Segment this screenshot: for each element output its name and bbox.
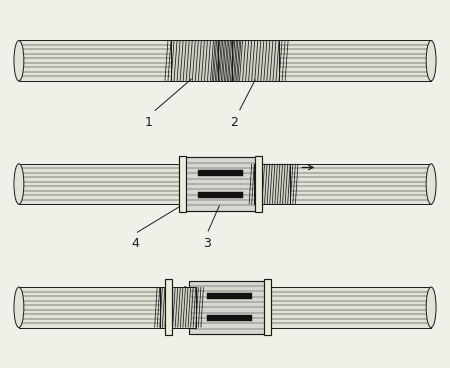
Bar bbox=[171, 40, 232, 81]
Bar bbox=[270, 287, 431, 328]
Text: 1: 1 bbox=[144, 116, 153, 129]
Bar bbox=[19, 164, 180, 204]
Text: 3: 3 bbox=[203, 237, 211, 250]
Bar bbox=[254, 164, 290, 204]
Bar bbox=[255, 156, 262, 212]
Bar bbox=[19, 287, 160, 328]
Ellipse shape bbox=[426, 287, 436, 328]
Bar bbox=[180, 158, 261, 210]
Bar bbox=[254, 164, 290, 204]
Ellipse shape bbox=[426, 164, 436, 204]
Bar bbox=[279, 40, 431, 81]
Bar bbox=[165, 279, 172, 335]
Bar bbox=[207, 315, 252, 321]
Bar bbox=[264, 279, 271, 335]
Bar bbox=[19, 40, 171, 81]
Text: 2: 2 bbox=[230, 116, 238, 129]
Bar bbox=[179, 156, 186, 212]
Bar bbox=[198, 192, 243, 198]
Bar bbox=[198, 170, 243, 176]
Text: 4: 4 bbox=[131, 237, 139, 250]
Ellipse shape bbox=[426, 40, 436, 81]
Bar bbox=[218, 40, 279, 81]
Bar bbox=[218, 40, 279, 81]
Bar bbox=[207, 293, 252, 299]
Ellipse shape bbox=[14, 287, 24, 328]
Bar bbox=[171, 40, 232, 81]
Ellipse shape bbox=[14, 164, 24, 204]
Ellipse shape bbox=[14, 40, 24, 81]
Bar bbox=[160, 287, 196, 328]
Bar bbox=[160, 287, 196, 328]
Bar bbox=[189, 280, 270, 334]
Bar bbox=[290, 164, 431, 204]
